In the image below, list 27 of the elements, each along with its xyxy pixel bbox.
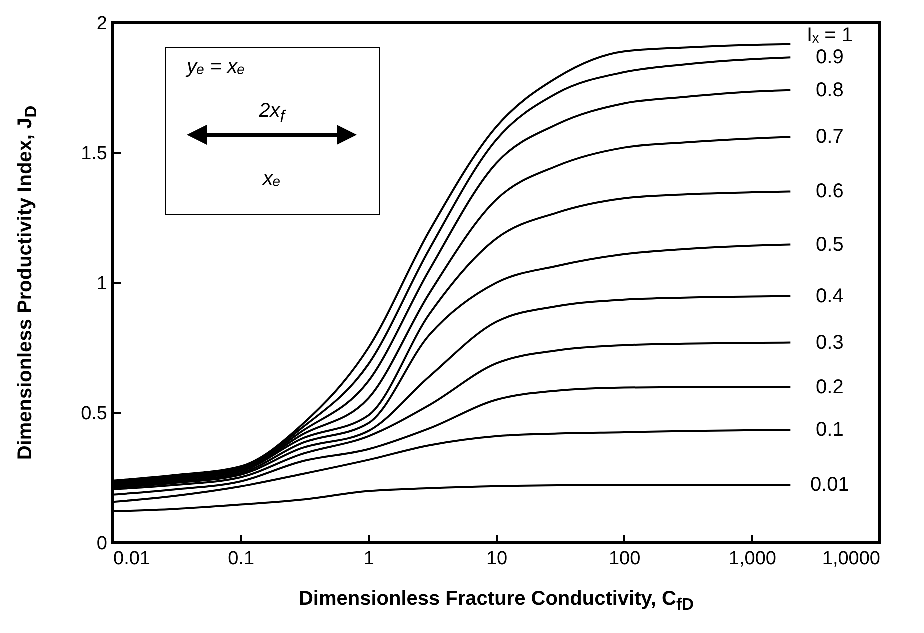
y-tick-label: 0.5 (81, 404, 108, 424)
annotation: xₑ (263, 168, 281, 191)
series-label: 0.3 (816, 332, 844, 354)
x-tick-label: 1,0000 (822, 548, 880, 570)
x-tick-label: 100 (608, 548, 641, 570)
y-tick-label: 1 (96, 274, 108, 294)
series-label: 0.4 (816, 285, 844, 308)
annotation: yₑ = xₑ (187, 56, 246, 79)
x-tick-label: 0.01 (114, 548, 150, 570)
series-label: 0.2 (816, 376, 844, 398)
series-label: 0.8 (816, 79, 844, 102)
x-tick-label: 0.1 (228, 548, 255, 570)
series-label: 0.01 (810, 474, 850, 496)
annotation: 2x$_{f}$ (259, 100, 285, 127)
series-label: 0.9 (816, 46, 844, 69)
series-label: 0.7 (816, 126, 844, 148)
y-tick-label: 2 (96, 14, 108, 34)
x-axis-title: Dimensionless Fracture Conductivity, C$_{fD}$ (298, 588, 696, 615)
x-tick-label: 10 (486, 548, 508, 570)
series-label: 0.5 (816, 234, 844, 256)
y-tick-label: 1.5 (81, 144, 108, 164)
series-label: 0.1 (816, 419, 844, 442)
y-tick-label: 0 (96, 534, 108, 554)
x-tick-label: 1 (364, 548, 374, 570)
series-label: 0.6 (816, 180, 844, 203)
series-label: Iₓ = 1 (806, 24, 853, 46)
x-tick-label: 1,000 (728, 548, 776, 570)
